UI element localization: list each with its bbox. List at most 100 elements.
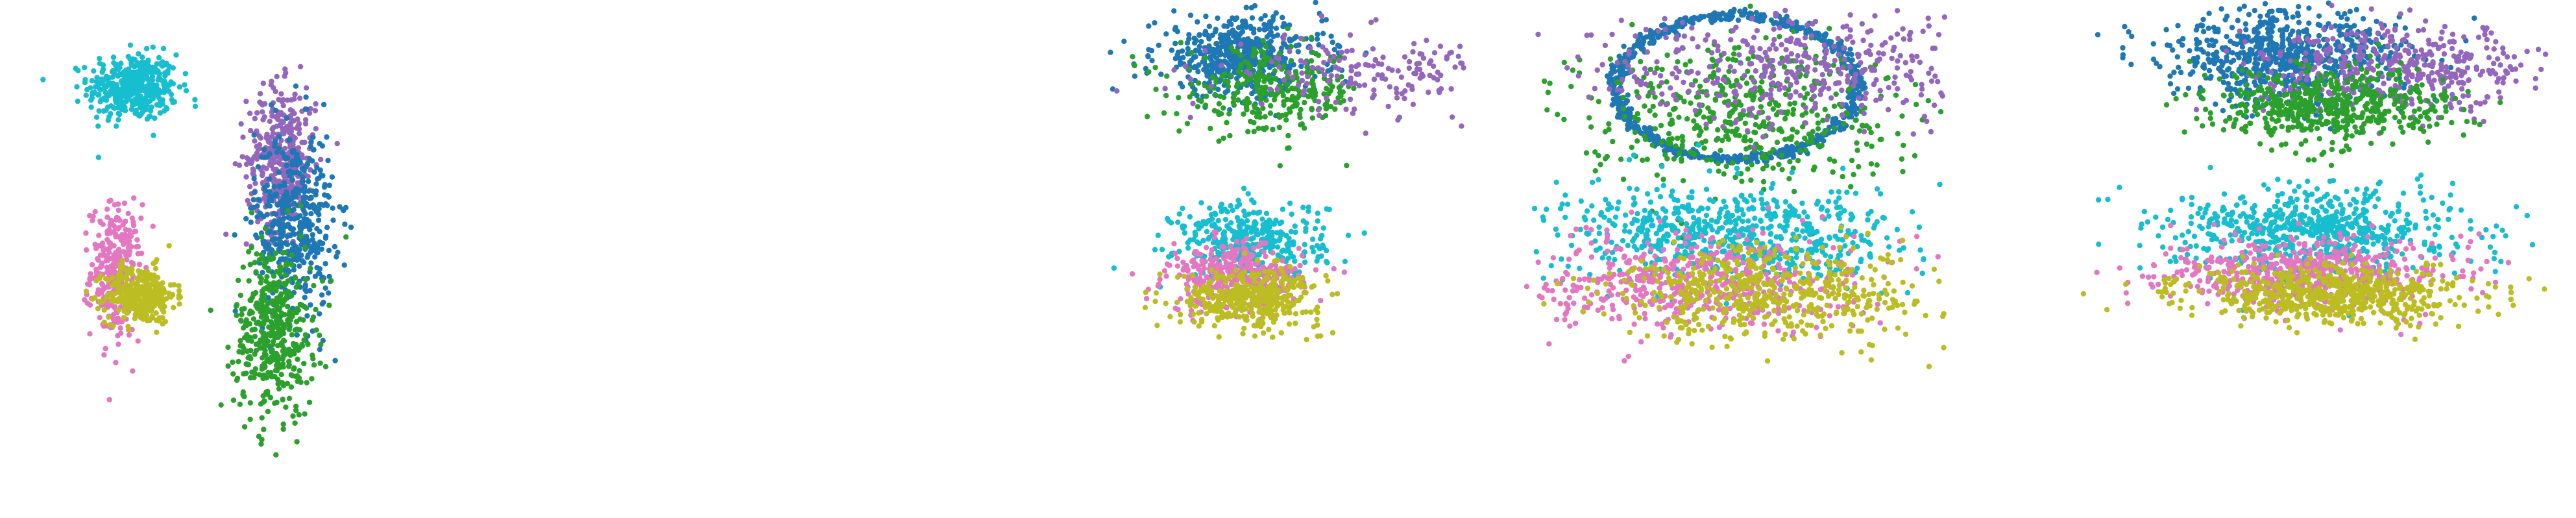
scatter-point-purple bbox=[1238, 41, 1244, 47]
scatter-point-pink bbox=[1189, 258, 1195, 264]
scatter-point-pink bbox=[130, 195, 137, 201]
scatter-point-olive bbox=[109, 283, 115, 289]
scatter-point-blue bbox=[1784, 143, 1790, 149]
scatter-point-purple bbox=[260, 102, 265, 108]
scatter-point-blue bbox=[310, 134, 316, 140]
scatter-point-green bbox=[1202, 103, 1208, 109]
scatter-point-cyan bbox=[1251, 220, 1258, 226]
scatter-point-cyan bbox=[1291, 241, 1296, 248]
scatter-point-blue bbox=[1224, 23, 1230, 29]
scatter-point-olive bbox=[128, 301, 134, 307]
scatter-point-blue bbox=[1219, 39, 1225, 45]
scatter-point-cyan bbox=[142, 72, 148, 78]
scatter-point-green bbox=[1293, 69, 1299, 75]
scatter-point-blue bbox=[1224, 41, 1231, 47]
scatter-point-green bbox=[259, 301, 265, 308]
scatter-point-pink bbox=[124, 257, 130, 263]
scatter-point-cyan bbox=[1304, 220, 1309, 226]
scatter-point-blue bbox=[1847, 46, 1853, 53]
scatter-point-pink bbox=[99, 280, 105, 287]
scatter-point-blue bbox=[259, 154, 265, 160]
scatter-point-pink bbox=[104, 301, 110, 308]
scatter-point-cyan bbox=[146, 99, 152, 105]
scatter-point-purple bbox=[1452, 64, 1458, 70]
scatter-point-olive bbox=[103, 276, 109, 282]
scatter-point-blue bbox=[302, 217, 308, 223]
scatter-point-blue bbox=[332, 243, 338, 250]
panel-1 bbox=[40, 42, 354, 458]
scatter-point-cyan bbox=[125, 54, 131, 60]
scatter-point-olive bbox=[1233, 282, 1239, 288]
scatter-point-green bbox=[1202, 55, 1208, 61]
scatter-point-green bbox=[274, 399, 280, 406]
scatter-point-purple bbox=[1202, 47, 1208, 54]
scatter-point-green bbox=[1332, 106, 1338, 112]
scatter-point-cyan bbox=[1204, 228, 1210, 234]
scatter-point-purple bbox=[250, 171, 256, 177]
scatter-point-cyan bbox=[1302, 241, 1307, 247]
scatter-point-pink bbox=[115, 341, 121, 347]
scatter-point-pink bbox=[1241, 245, 1246, 251]
scatter-point-green bbox=[1276, 112, 1282, 118]
scatter-point-blue bbox=[308, 260, 314, 266]
scatter-point-green bbox=[1204, 93, 1209, 99]
scatter-point-blue bbox=[291, 201, 297, 206]
scatter-point-blue bbox=[1269, 45, 1276, 52]
scatter-point-cyan bbox=[154, 102, 160, 108]
scatter-point-green bbox=[1195, 104, 1201, 110]
scatter-point-cyan bbox=[1219, 208, 1224, 215]
scatter-point-cyan bbox=[108, 103, 114, 109]
scatter-point-olive bbox=[1223, 288, 1230, 294]
scatter-point-green bbox=[298, 233, 304, 239]
scatter-point-blue bbox=[311, 169, 317, 175]
scatter-point-purple bbox=[276, 97, 282, 103]
scatter-point-purple bbox=[1321, 60, 1327, 66]
scatter-point-cyan bbox=[1289, 211, 1294, 217]
scatter-point-olive bbox=[1261, 269, 1268, 275]
scatter-point-pink bbox=[115, 201, 121, 207]
scatter-point-green bbox=[271, 273, 277, 279]
scatter-point-blue bbox=[273, 193, 279, 199]
scatter-point-green bbox=[1261, 127, 1267, 132]
scatter-point-green bbox=[1270, 127, 1276, 132]
scatter-point-pink bbox=[112, 256, 117, 262]
scatter-point-purple bbox=[1394, 90, 1400, 95]
scatter-point-green bbox=[1228, 45, 1234, 51]
scatter-point-green bbox=[1263, 43, 1269, 49]
scatter-point-blue bbox=[1256, 27, 1263, 32]
scatter-point-green bbox=[1253, 49, 1259, 56]
scatter-point-green bbox=[237, 292, 244, 299]
scatter-point-blue bbox=[1234, 34, 1240, 41]
scatter-point-green bbox=[295, 280, 301, 286]
scatter-point-purple bbox=[1281, 77, 1287, 83]
scatter-point-cyan bbox=[1192, 231, 1198, 238]
scatter-point-cyan bbox=[1256, 251, 1262, 258]
scatter-point-cyan bbox=[176, 84, 183, 90]
scatter-point-cyan bbox=[112, 97, 119, 103]
scatter-point-blue bbox=[297, 263, 302, 269]
scatter-point-purple bbox=[1416, 60, 1422, 66]
scatter-point-cyan bbox=[1241, 186, 1247, 191]
scatter-point-cyan bbox=[127, 42, 134, 48]
scatter-point-green bbox=[252, 260, 258, 265]
scatter-point-cyan bbox=[131, 80, 138, 86]
scatter-point-blue bbox=[1173, 40, 1178, 47]
scatter-point-olive bbox=[140, 273, 145, 278]
scatter-point-blue bbox=[330, 217, 336, 223]
scatter-point-purple bbox=[1424, 38, 1429, 43]
scatter-point-cyan bbox=[1292, 258, 1298, 264]
scatter-point-blue bbox=[293, 83, 299, 89]
scatter-point-olive bbox=[135, 288, 141, 294]
scatter-point-pink bbox=[1246, 256, 1252, 262]
scatter-point-olive bbox=[1264, 275, 1270, 280]
scatter-point-purple bbox=[1187, 114, 1193, 121]
scatter-point-pink bbox=[110, 261, 116, 267]
scatter-point-green bbox=[291, 310, 297, 316]
scatter-point-green bbox=[285, 303, 291, 310]
scatter-point-pink bbox=[1213, 283, 1219, 290]
scatter-point-cyan bbox=[88, 97, 94, 103]
scatter-point-cyan bbox=[132, 98, 139, 105]
scatter-point-blue bbox=[309, 222, 315, 228]
scatter-point-blue bbox=[274, 149, 280, 155]
scatter-point-green bbox=[318, 341, 324, 348]
